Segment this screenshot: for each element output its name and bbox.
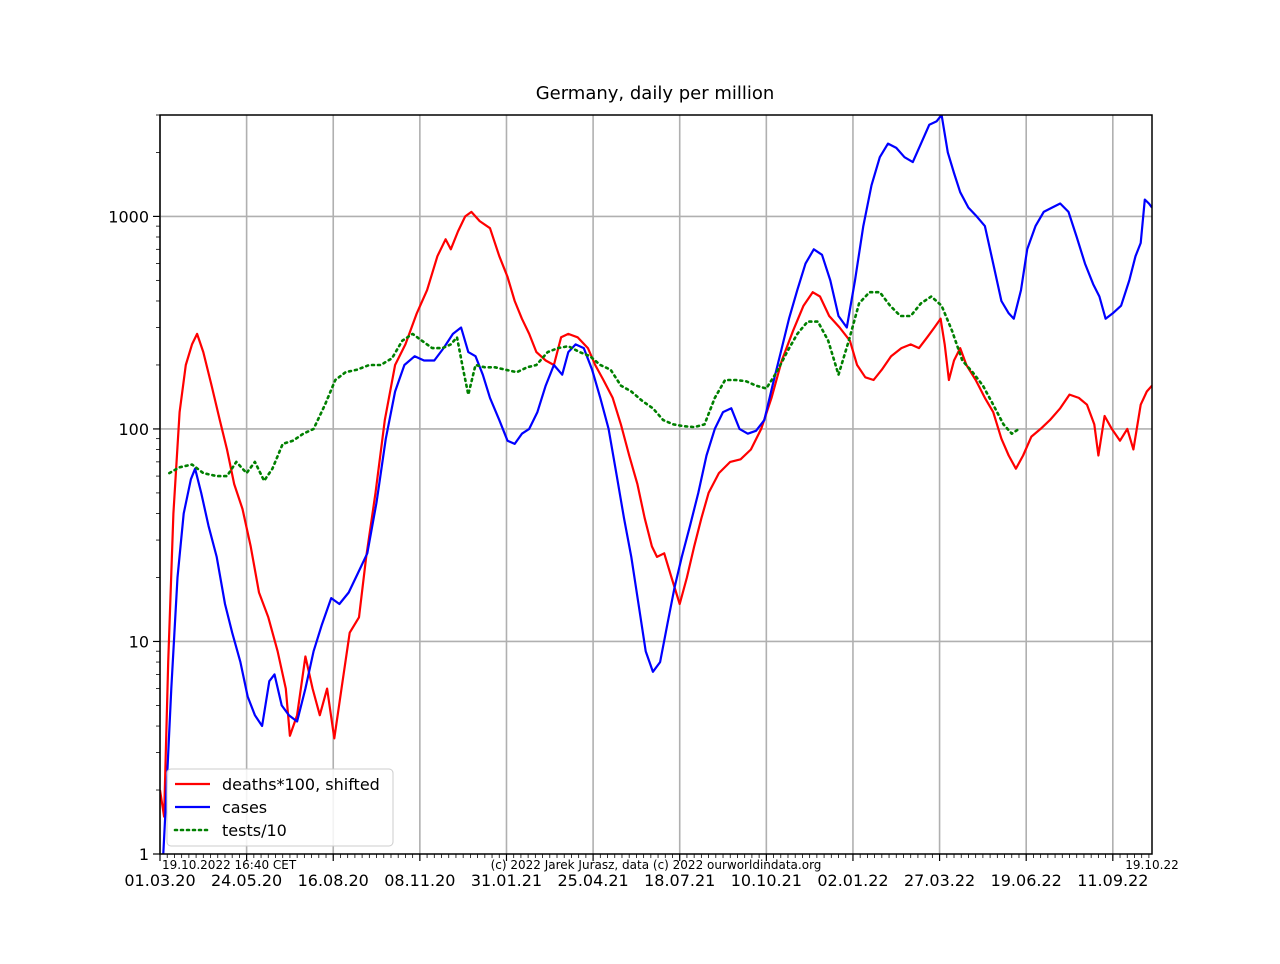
x-tick-label: 02.01.22 [817, 871, 888, 890]
legend-label: cases [222, 798, 267, 817]
y-tick-label: 1000 [108, 207, 149, 226]
x-tick-label: 24.05.20 [211, 871, 282, 890]
series-line-tests [168, 290, 1021, 483]
series-line-cases [162, 115, 1152, 854]
date-annotation: 19.10.22 [1125, 858, 1178, 872]
timestamp-annotation: 19.10.2022 16:40 CET [162, 858, 297, 872]
y-tick-label: 100 [118, 420, 149, 439]
grid-lines [159, 115, 1152, 854]
legend-label: deaths*100, shifted [222, 775, 380, 794]
series-line-deaths [160, 210, 1152, 818]
x-tick-label: 16.08.20 [298, 871, 369, 890]
chart-title: Germany, daily per million [536, 83, 775, 104]
series-lines [160, 115, 1152, 854]
x-tick-label: 25.04.21 [557, 871, 628, 890]
legend-label: tests/10 [222, 821, 287, 840]
x-tick-label: 11.09.22 [1077, 871, 1148, 890]
legend: deaths*100, shifted cases tests/10 [166, 768, 394, 847]
x-tick-label: 31.01.21 [471, 871, 542, 890]
x-tick-label: 19.06.22 [991, 871, 1062, 890]
x-tick-label: 01.03.20 [124, 871, 195, 890]
x-tick-label: 10.10.21 [731, 871, 802, 890]
plot-frame [159, 114, 1153, 855]
x-tick-label: 18.07.21 [644, 871, 715, 890]
y-tick-label: 1 [139, 845, 149, 864]
y-tick-label: 10 [129, 632, 149, 651]
x-tick-label: 27.03.22 [904, 871, 975, 890]
axes: 01.03.20 24.05.20 16.08.20 08.11.20 31.01.21… [108, 114, 1150, 890]
legend-box [166, 768, 394, 847]
copyright-annotation: (c) 2022 Jarek Jurasz, data (c) 2022 our… [491, 858, 822, 872]
x-tick-label: 08.11.20 [384, 871, 455, 890]
